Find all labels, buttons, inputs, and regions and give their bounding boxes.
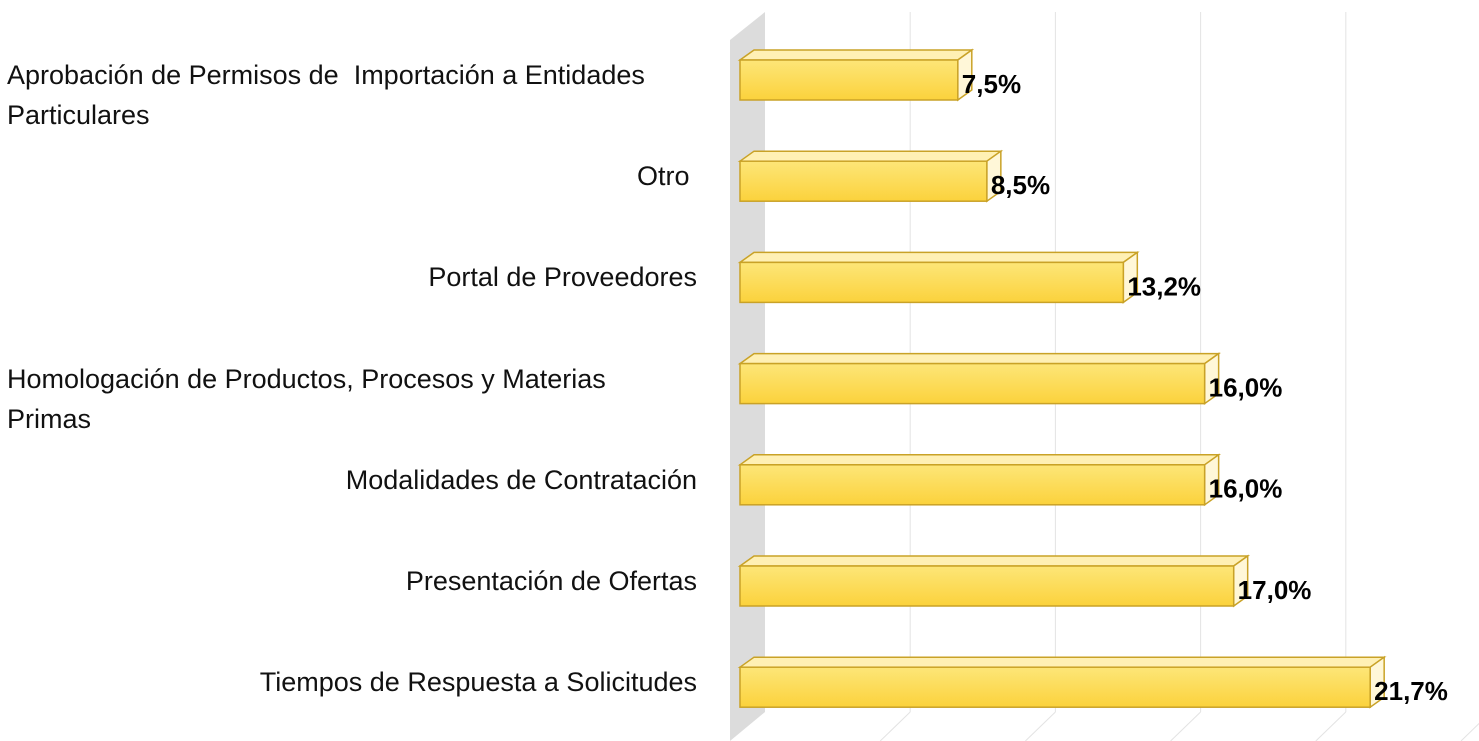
bar-top bbox=[737, 251, 1140, 264]
bar-top bbox=[737, 352, 1221, 365]
bar-top bbox=[737, 150, 1004, 162]
category-text: Aprobación de Permisos de Importación a … bbox=[7, 60, 653, 130]
bar bbox=[737, 655, 1387, 709]
bar-front bbox=[739, 565, 1235, 607]
bar-front bbox=[739, 362, 1206, 405]
bar-front bbox=[739, 59, 959, 101]
category-label: Aprobación de Permisos de Importación a … bbox=[7, 55, 697, 135]
category-label: Presentación de Ofertas bbox=[7, 561, 697, 601]
bar bbox=[737, 453, 1221, 507]
value-label: 16,0% bbox=[1209, 372, 1283, 402]
bar bbox=[737, 352, 1221, 406]
category-text: Portal de Proveedores bbox=[428, 262, 697, 293]
bar-top bbox=[737, 454, 1221, 466]
bar-top bbox=[737, 555, 1251, 567]
grid-line-floor bbox=[1025, 711, 1056, 741]
bar-front bbox=[739, 261, 1125, 304]
category-label: Tiempos de Respuesta a Solicitudes bbox=[7, 662, 697, 702]
bar bbox=[737, 250, 1140, 304]
value-label: 13,2% bbox=[1127, 271, 1201, 301]
grid-line-floor bbox=[1315, 711, 1347, 741]
bar-front bbox=[739, 464, 1206, 506]
grid-line-floor bbox=[879, 711, 911, 741]
value-label: 8,5% bbox=[991, 170, 1050, 200]
category-text: Homologación de Productos, Procesos y Ma… bbox=[7, 363, 614, 434]
category-label: Modalidades de Contratación bbox=[7, 460, 697, 500]
bar-front bbox=[739, 666, 1371, 708]
value-label: 21,7% bbox=[1374, 676, 1448, 706]
bar-top bbox=[737, 49, 975, 61]
value-label: 17,0% bbox=[1238, 575, 1312, 605]
grid-line-floor bbox=[1170, 711, 1201, 741]
category-text: Tiempos de Respuesta a Solicitudes bbox=[259, 667, 697, 698]
value-label: 7,5% bbox=[962, 69, 1021, 99]
grid-line-floor bbox=[1460, 722, 1479, 741]
category-text: Presentación de Ofertas bbox=[405, 566, 697, 596]
bar-top bbox=[737, 656, 1387, 668]
bar bbox=[737, 554, 1251, 608]
category-text: Modalidades de Contratación bbox=[345, 464, 697, 495]
category-text: Otro bbox=[636, 161, 697, 192]
bar-front bbox=[739, 160, 988, 202]
bar bbox=[737, 149, 1004, 203]
category-label: Homologación de Productos, Procesos y Ma… bbox=[7, 359, 697, 439]
bar bbox=[737, 48, 975, 102]
category-label: Portal de Proveedores bbox=[7, 257, 697, 297]
value-label: 16,0% bbox=[1209, 474, 1283, 504]
grid-line bbox=[1315, 12, 1347, 741]
grid-line bbox=[1460, 722, 1479, 741]
category-label: Otro bbox=[7, 156, 697, 196]
